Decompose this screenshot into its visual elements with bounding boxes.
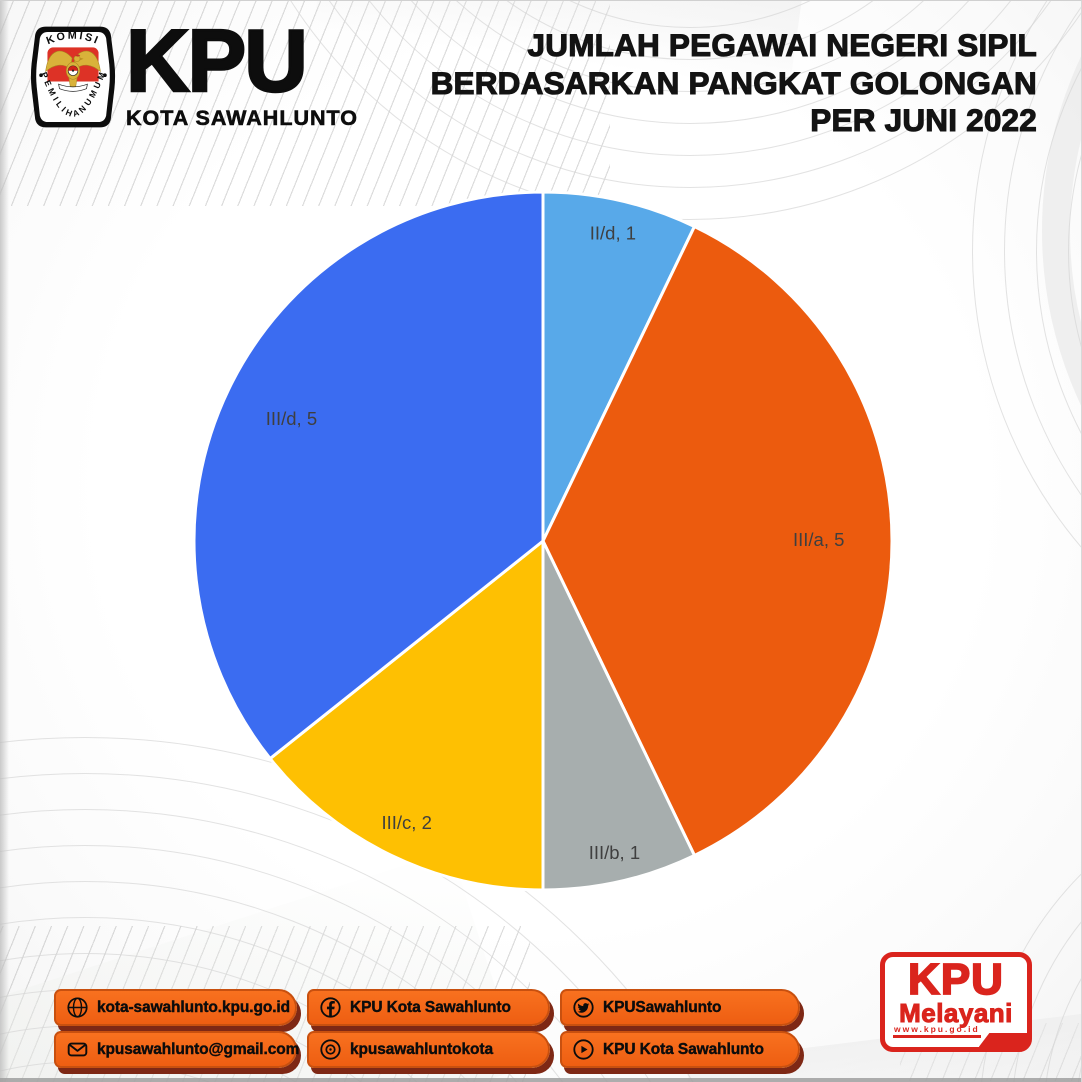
page-title: JUMLAH PEGAWAI NEGERI SIPIL BERDASARKAN …: [430, 26, 1038, 140]
contact-label: KPU Kota Sawahlunto: [603, 1040, 764, 1058]
contact-bar-website[interactable]: kota-sawahlunto.kpu.go.id: [54, 989, 297, 1026]
email-icon: [66, 1038, 89, 1061]
contact-label: KPU Kota Sawahlunto: [350, 998, 511, 1016]
kpu-region: KOTA SAWAHLUNTO: [126, 106, 358, 131]
title-line-1: JUMLAH PEGAWAI NEGERI SIPIL: [527, 26, 1037, 63]
kpu-acronym: KPU: [125, 11, 309, 110]
contact-bar-twitter[interactable]: KPUSawahlunto: [560, 989, 800, 1026]
youtube-icon: [572, 1038, 595, 1061]
badge-step-shape: [978, 1033, 1027, 1047]
website-icon: [66, 996, 89, 1019]
title-line-3: PER JUNI 2022: [810, 101, 1038, 138]
contact-bar-youtube[interactable]: KPU Kota Sawahlunto: [560, 1031, 800, 1068]
facebook-icon: [319, 996, 342, 1019]
contact-label: kpusawahluntokota: [350, 1040, 494, 1058]
pie-label-iii-b: III/b, 1: [589, 842, 640, 863]
contact-bar-instagram[interactable]: kpusawahluntokota: [307, 1031, 550, 1068]
pie-slice-iii-d: [192, 190, 545, 761]
pie-label-iii-a: III/a, 5: [793, 529, 844, 550]
logo-wordmark: KPU KOTA SAWAHLUNTO: [125, 11, 358, 131]
pie-slice-iii-a: [541, 225, 894, 857]
title-line-2: BERDASARKAN PANGKAT GOLONGAN: [430, 64, 1037, 101]
contact-label: kpusawahlunto@gmail.com: [97, 1040, 300, 1058]
contact-bar-email[interactable]: kpusawahlunto@gmail.com: [54, 1031, 300, 1068]
instagram-icon: [319, 1038, 342, 1061]
contact-bar-facebook[interactable]: KPU Kota Sawahlunto: [307, 989, 550, 1026]
contact-links: kota-sawahlunto.kpu.go.id KPU Kota Sawahl…: [54, 989, 800, 1068]
kpu-melayani-badge: KPU Melayani www.kpu.go.id: [880, 952, 1032, 1052]
pie-label-ii-d: II/d, 1: [590, 223, 636, 244]
pie-label-iii-c: III/c, 2: [382, 812, 432, 833]
pie-label-iii-d: III/d, 5: [266, 408, 317, 429]
pie-slice-ii-d: [541, 190, 696, 543]
badge-melayani-text: Melayani: [899, 998, 1013, 1028]
badge-url-text: www.kpu.go.id: [894, 1024, 980, 1034]
page-bottom-edge-line: [0, 1078, 1081, 1082]
contact-label: kota-sawahlunto.kpu.go.id: [97, 998, 290, 1016]
twitter-icon: [572, 996, 595, 1019]
badge-underline: [893, 1034, 982, 1038]
page-left-edge-shade: [0, 1, 9, 1082]
badge-kpu-text: KPU: [907, 955, 1004, 1004]
garuda-emblem: [45, 50, 101, 92]
contact-label: KPUSawahlunto: [603, 998, 722, 1016]
kpu-emblem-logo: KOMISI P E M I L I H A N U M U M: [30, 26, 116, 128]
kpu-logo-block: KOMISI P E M I L I H A N U M U M KPU KOT…: [28, 11, 358, 133]
